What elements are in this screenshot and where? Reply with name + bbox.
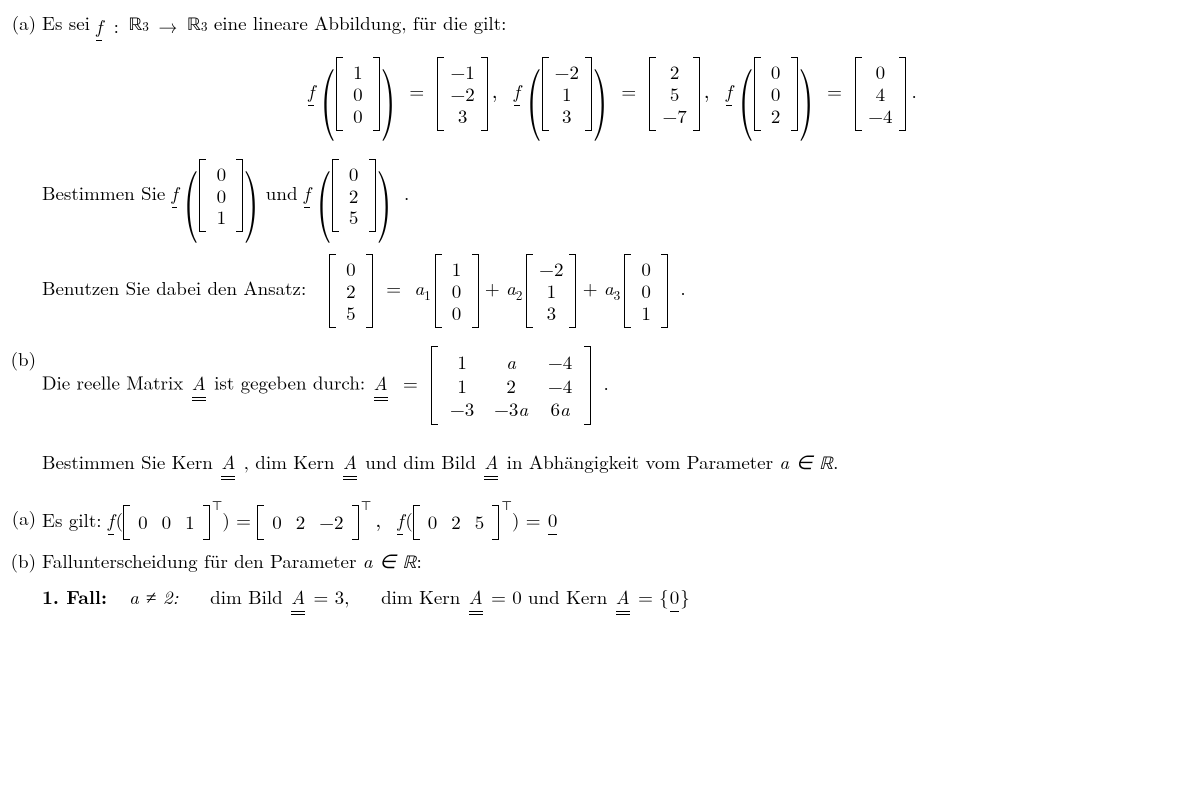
column-vector: −213	[526, 254, 576, 328]
given-mappings: f (100) = −1−23, f (−213) = 25−7, f (002…	[42, 57, 1183, 131]
column-vector: 001	[199, 159, 243, 233]
t: in Abhängigkeit vom Parameter	[507, 448, 780, 475]
f-symbol: f	[397, 506, 403, 533]
dim2: 3	[201, 17, 208, 36]
t: Es gilt:	[42, 506, 108, 533]
column-vector: 100	[435, 254, 479, 328]
t: und dim Bild	[365, 448, 482, 475]
column-vector: 25−7	[649, 57, 699, 131]
column-vector: 100	[336, 57, 380, 131]
paren-group: (002)	[738, 57, 814, 131]
part-a-label: (a)	[0, 10, 42, 37]
f-symbol: f	[308, 77, 314, 104]
paren-group: (100)	[320, 57, 396, 131]
A: A	[616, 583, 630, 610]
zero-vec: 0	[670, 583, 680, 610]
period: .	[404, 179, 409, 206]
t: = {	[638, 583, 669, 610]
determine-line: Bestimmen Sie f (001) und f (025) .	[42, 159, 1183, 233]
t: dim Kern	[381, 583, 467, 610]
case1: 1. Fall: a ≠ 2: dim Bild A = 3, dim Kern…	[42, 583, 1183, 611]
column-vector: 001	[624, 254, 668, 328]
column-vector: −213	[542, 57, 592, 131]
param: a ∈ ℝ	[779, 448, 833, 475]
zero-vector: 0	[548, 506, 558, 533]
column-vector: 04−4	[855, 57, 905, 131]
ansatz-line: Benutzen Sie dabei den Ansatz: 025 = a1 …	[42, 254, 1183, 328]
sol-b-content: Fallunterscheidung für den Parameter a ∈…	[42, 548, 1183, 611]
dim: 3	[142, 17, 149, 36]
case-label: 1. Fall:	[42, 582, 107, 610]
colon: :	[104, 13, 128, 40]
t: = 0	[485, 583, 522, 610]
part-b-content: Die reelle Matrix A ist gegeben durch: A…	[42, 346, 1183, 479]
sol-a: (a) Es gilt: f(001⊤) = 02−2⊤, f(025⊤) = …	[0, 505, 1183, 540]
t: und	[528, 583, 566, 610]
column-vector: 002	[754, 57, 798, 131]
t2: ist gegeben durch:	[214, 369, 371, 396]
t: , dim Kern	[244, 448, 341, 475]
part-b: (b) Die reelle Matrix A ist gegeben durc…	[0, 346, 1183, 479]
paren-group: (001)	[183, 159, 259, 233]
f-symbol: f	[96, 13, 102, 40]
period: .	[603, 369, 608, 396]
t: Fallunterscheidung für den Parameter	[42, 547, 363, 574]
det-pre: Bestimmen Sie	[42, 179, 172, 206]
part-a: (a) Es sei f : ℝ3 → ℝ3 eine lineare Abbi…	[0, 10, 1183, 328]
map-decl: f : ℝ3 → ℝ3	[96, 13, 207, 40]
A: A	[291, 583, 305, 610]
column-vector: 025	[329, 254, 373, 328]
column-vector: −1−23	[437, 57, 487, 131]
part-a-content: Es sei f : ℝ3 → ℝ3 eine lineare Abbildun…	[42, 10, 1183, 328]
t: Bestimmen Sie Kern	[42, 448, 219, 475]
A: A	[221, 448, 235, 475]
text-tail: eine lineare Abbildung, für die gilt:	[214, 9, 507, 36]
colon: :	[416, 547, 421, 574]
cond: a ≠ 2:	[129, 583, 178, 610]
arrow: →	[149, 13, 187, 40]
sol-a-label: (a)	[0, 505, 42, 532]
sol-b: (b) Fallunterscheidung für den Parameter…	[0, 548, 1183, 611]
t: }	[680, 583, 690, 610]
paren-group: (−213)	[526, 57, 608, 131]
R: ℝ	[128, 13, 142, 40]
p: .	[833, 448, 838, 475]
R2: ℝ	[187, 13, 201, 40]
part-b-label: (b)	[0, 346, 42, 373]
A: A	[343, 448, 357, 475]
t: = 3,	[307, 583, 349, 610]
row-vector: 001	[123, 505, 210, 540]
t: Kern	[566, 583, 614, 610]
column-vector: 025	[332, 159, 376, 233]
f-symbol: f	[108, 506, 114, 533]
sol-b-label: (b)	[0, 548, 42, 575]
matrix-A: 11−3a2−3a−4−46a	[431, 346, 591, 425]
A: A	[469, 583, 483, 610]
f-symbol: f	[172, 179, 178, 206]
paren-group: (025)	[316, 159, 392, 233]
task-line: Bestimmen Sie Kern A , dim Kern A und di…	[42, 449, 1183, 479]
sol-a-content: Es gilt: f(001⊤) = 02−2⊤, f(025⊤) = 0	[42, 505, 1183, 540]
row-vector: 025	[413, 505, 500, 540]
row-vector: 02−2	[257, 505, 358, 540]
f-symbol: f	[726, 77, 732, 104]
A: A	[484, 448, 498, 475]
A: A	[192, 369, 206, 396]
t: dim Bild	[210, 583, 289, 610]
text: Es sei	[42, 9, 96, 36]
t: Die reelle Matrix	[42, 369, 190, 396]
eq: =	[403, 369, 418, 396]
f-symbol: f	[304, 179, 310, 206]
period: .	[680, 274, 685, 301]
param: a ∈ ℝ	[363, 547, 417, 574]
A2: A	[374, 369, 388, 396]
f-symbol: f	[514, 77, 520, 104]
ansatz-pre: Benutzen Sie dabei den Ansatz:	[42, 274, 306, 301]
